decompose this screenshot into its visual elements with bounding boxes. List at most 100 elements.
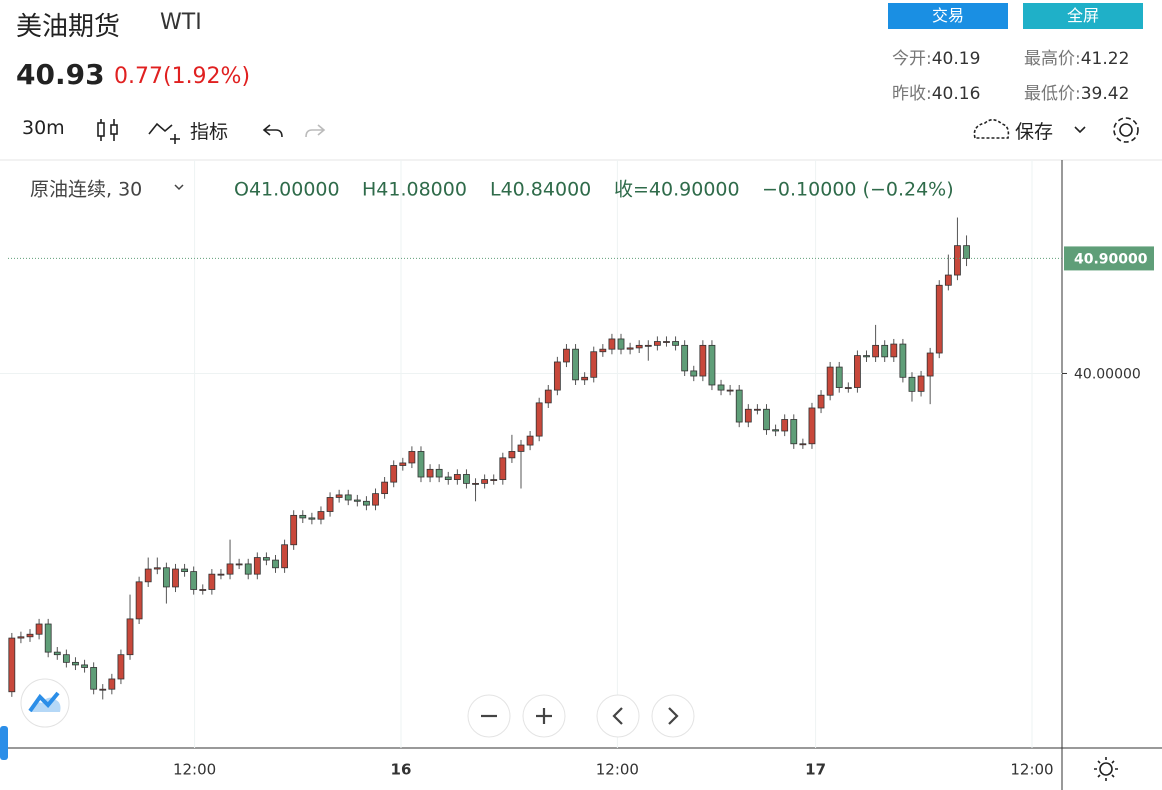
x-tick-label: 12:00 bbox=[1010, 761, 1053, 779]
candle-body bbox=[117, 654, 125, 680]
stat: 最高价:41.22 bbox=[1024, 44, 1129, 69]
candle-body bbox=[963, 245, 970, 259]
candle-body bbox=[44, 623, 52, 653]
candle-body bbox=[199, 589, 207, 591]
candle-body bbox=[617, 338, 625, 350]
candle-body bbox=[499, 457, 507, 480]
stat-value: 40.16 bbox=[931, 84, 981, 104]
candle-body bbox=[763, 408, 770, 431]
stat: 最低价:39.42 bbox=[1024, 79, 1129, 104]
candle-body bbox=[635, 344, 643, 349]
candle-body bbox=[426, 468, 434, 478]
candle-body bbox=[162, 567, 170, 588]
save-button[interactable]: 保存 bbox=[1015, 121, 1054, 143]
candle-body bbox=[926, 352, 934, 377]
candle-body bbox=[172, 568, 179, 588]
candle-body bbox=[144, 568, 152, 583]
candle-body bbox=[935, 284, 943, 354]
candle-body bbox=[181, 568, 188, 572]
candle-body bbox=[335, 494, 343, 498]
legend-high: H41.08000 bbox=[362, 179, 467, 201]
candle-body bbox=[954, 245, 961, 276]
legend-close: 收=40.90000 bbox=[614, 179, 740, 201]
candle-body bbox=[490, 479, 498, 481]
candle-body bbox=[563, 348, 570, 363]
indicators-button[interactable]: 指标 bbox=[190, 121, 229, 143]
candle-body bbox=[644, 344, 652, 347]
price: 40.93 bbox=[16, 58, 105, 91]
scroll-right[interactable] bbox=[651, 694, 695, 738]
candle-body bbox=[272, 559, 279, 569]
side-tab[interactable] bbox=[0, 726, 8, 760]
candle-body bbox=[663, 341, 670, 343]
title: 美油期货 bbox=[16, 12, 121, 42]
candle-body bbox=[908, 376, 916, 392]
candle-body bbox=[17, 636, 25, 639]
fullscreen-button[interactable]: 全屏 bbox=[1023, 3, 1143, 29]
symbol: WTI bbox=[160, 10, 202, 35]
candle-body bbox=[690, 370, 698, 377]
candle-body bbox=[299, 514, 307, 519]
stat-value: 40.19 bbox=[931, 49, 981, 69]
settings-icon[interactable] bbox=[1094, 757, 1118, 781]
candle-body bbox=[526, 435, 534, 446]
candle-body bbox=[854, 355, 861, 388]
candle-body bbox=[290, 514, 298, 546]
logo[interactable] bbox=[20, 678, 70, 728]
stat-value: 39.42 bbox=[1080, 84, 1130, 104]
last-price-box bbox=[1064, 246, 1154, 271]
candle-body bbox=[799, 443, 807, 446]
zoom-in[interactable] bbox=[522, 694, 566, 738]
stat: 今开:40.19 bbox=[892, 44, 980, 69]
change: 0.77(1.92%) bbox=[114, 64, 251, 89]
candle-body bbox=[481, 479, 489, 484]
candle-body bbox=[281, 544, 288, 569]
candle-body bbox=[53, 651, 61, 656]
candle-body bbox=[381, 481, 389, 495]
candle-body bbox=[817, 394, 825, 409]
candle-body bbox=[626, 347, 634, 350]
candle-body bbox=[253, 557, 261, 575]
candle-body bbox=[62, 654, 70, 663]
legend-open: O41.00000 bbox=[234, 179, 340, 201]
candle-body bbox=[472, 482, 479, 485]
candle-body bbox=[790, 419, 798, 445]
candle-body bbox=[608, 338, 616, 350]
toolbar-icons bbox=[97, 117, 1139, 144]
candle-body bbox=[726, 389, 734, 392]
trade-button[interactable]: 交易 bbox=[888, 3, 1008, 29]
candle-body bbox=[881, 344, 889, 358]
candle-body bbox=[581, 376, 589, 381]
candle-body bbox=[444, 476, 452, 480]
zoom-out[interactable] bbox=[467, 694, 511, 738]
candle-body bbox=[590, 351, 598, 378]
interval-button[interactable]: 30m bbox=[22, 117, 65, 139]
candle-body bbox=[72, 661, 79, 666]
candle-body bbox=[899, 343, 907, 378]
scroll-left[interactable] bbox=[596, 694, 640, 738]
candle-body bbox=[553, 361, 561, 391]
stat-label: 最高价: bbox=[1024, 49, 1081, 69]
candle-body bbox=[744, 408, 752, 423]
legend-low: L40.84000 bbox=[490, 179, 591, 201]
candle-body bbox=[344, 494, 352, 501]
candle-body bbox=[372, 493, 379, 506]
candle-body bbox=[308, 517, 316, 520]
candle-body bbox=[544, 389, 552, 404]
candle-body bbox=[863, 355, 870, 358]
x-tick-label: 17 bbox=[805, 761, 826, 779]
candle-body bbox=[772, 429, 779, 432]
candle-body bbox=[408, 451, 416, 464]
candle-body bbox=[244, 563, 252, 575]
candle-body bbox=[681, 344, 689, 372]
x-tick-label: 16 bbox=[391, 761, 412, 779]
last-price-label: 40.90000 bbox=[1074, 251, 1148, 267]
candle-body bbox=[108, 678, 116, 690]
candle-body bbox=[353, 499, 361, 502]
candles bbox=[8, 217, 970, 700]
candle-body bbox=[944, 274, 952, 286]
legend-change: −0.10000 (−0.24%) bbox=[762, 179, 954, 201]
candle-body bbox=[226, 563, 234, 575]
candle-body bbox=[781, 419, 789, 432]
